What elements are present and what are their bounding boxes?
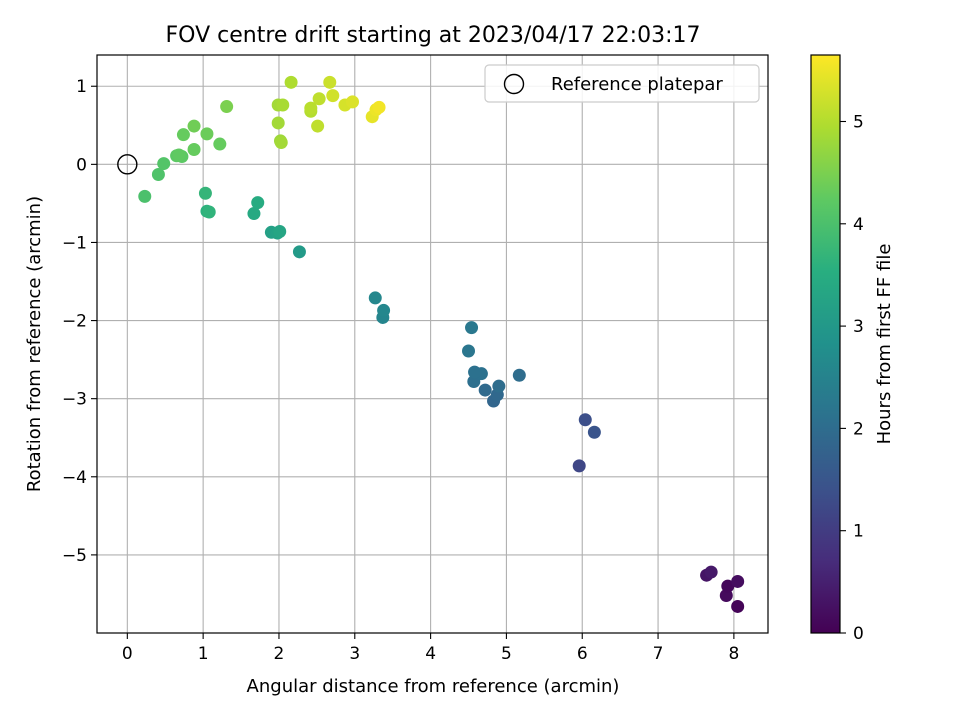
- data-point: [312, 92, 326, 106]
- colorbar-tick-label: 4: [853, 215, 864, 235]
- data-point: [468, 365, 482, 379]
- data-point: [247, 207, 261, 221]
- data-point: [276, 98, 290, 112]
- legend: Reference platepar: [484, 64, 760, 103]
- x-tick-label: 6: [577, 644, 588, 664]
- colorbar-tick-label: 1: [853, 522, 864, 542]
- x-tick-label: 0: [122, 644, 133, 664]
- data-point: [311, 119, 325, 133]
- data-point: [304, 101, 318, 115]
- colorbar-gradient: [811, 55, 840, 633]
- reference-marker: [117, 154, 138, 175]
- data-point: [202, 205, 216, 219]
- data-point: [465, 321, 479, 335]
- data-point: [323, 75, 337, 89]
- reference-point: [117, 154, 138, 175]
- data-point: [492, 379, 506, 393]
- y-tick-label: −3: [62, 390, 87, 410]
- colorbar-frame: [810, 54, 841, 634]
- y-tick-label: 0: [76, 155, 87, 175]
- legend-box: [484, 64, 760, 103]
- data-point: [213, 137, 227, 151]
- x-axis-label: Angular distance from reference (arcmin): [247, 676, 620, 697]
- colorbar-label: Hours from first FF file: [874, 244, 895, 445]
- data-point: [704, 565, 718, 579]
- y-tick-label: −2: [62, 312, 87, 332]
- legend-marker-open-circle: [503, 73, 525, 95]
- data-point: [372, 100, 386, 114]
- grid-lines: [97, 55, 768, 633]
- data-point: [172, 148, 186, 162]
- data-point: [731, 599, 745, 613]
- legend-label: Reference platepar: [551, 74, 723, 95]
- data-points: [138, 75, 745, 613]
- colorbar-tick-label: 5: [853, 112, 864, 132]
- x-tick-label: 1: [198, 644, 209, 664]
- y-tick-label: −1: [62, 233, 87, 253]
- data-point: [220, 100, 234, 114]
- data-point: [326, 89, 340, 103]
- data-point: [198, 186, 212, 200]
- x-tick-label: 2: [274, 644, 285, 664]
- data-point: [721, 579, 735, 593]
- data-point: [731, 574, 745, 588]
- data-point: [138, 189, 152, 203]
- data-point: [176, 128, 190, 142]
- data-point: [187, 143, 201, 157]
- data-point: [187, 119, 201, 133]
- data-point: [200, 127, 214, 141]
- colorbar: 0 1 2 3 4 5 Hours from first FF file: [810, 54, 895, 644]
- x-tick-label: 3: [349, 644, 360, 664]
- y-axis-ticks: 1 0 −1 −2 −3 −4 −5: [62, 77, 97, 566]
- colorbar-tick-label: 2: [853, 419, 864, 439]
- y-axis-label: Rotation from reference (arcmin): [24, 196, 45, 492]
- data-point: [151, 168, 165, 182]
- y-tick-label: −4: [62, 468, 87, 488]
- y-tick-label: −5: [62, 546, 87, 566]
- data-point: [578, 413, 592, 427]
- x-tick-label: 8: [728, 644, 739, 664]
- data-point: [284, 75, 298, 89]
- data-point: [346, 95, 360, 109]
- x-tick-label: 4: [425, 644, 436, 664]
- x-tick-label: 5: [501, 644, 512, 664]
- data-point: [377, 303, 391, 317]
- data-point: [587, 425, 601, 439]
- data-point: [572, 459, 586, 473]
- colorbar-tick-label: 0: [853, 624, 864, 644]
- data-point: [273, 225, 287, 239]
- colorbar-tick-label: 3: [853, 317, 864, 337]
- data-point: [462, 344, 476, 358]
- data-point: [512, 368, 526, 382]
- data-point: [292, 245, 306, 259]
- data-point: [274, 135, 288, 149]
- plot-frame: [96, 54, 769, 634]
- data-point: [157, 157, 171, 171]
- data-point: [368, 291, 382, 305]
- data-point: [478, 383, 492, 397]
- y-tick-label: 1: [76, 77, 87, 97]
- data-point: [271, 116, 285, 130]
- x-tick-label: 7: [653, 644, 664, 664]
- data-point: [251, 196, 265, 210]
- chart-title: FOV centre drift starting at 2023/04/17 …: [166, 23, 701, 48]
- colorbar-ticks: 0 1 2 3 4 5: [840, 112, 864, 644]
- x-axis-ticks: 0 1 2 3 4 5 6 7 8: [122, 633, 739, 664]
